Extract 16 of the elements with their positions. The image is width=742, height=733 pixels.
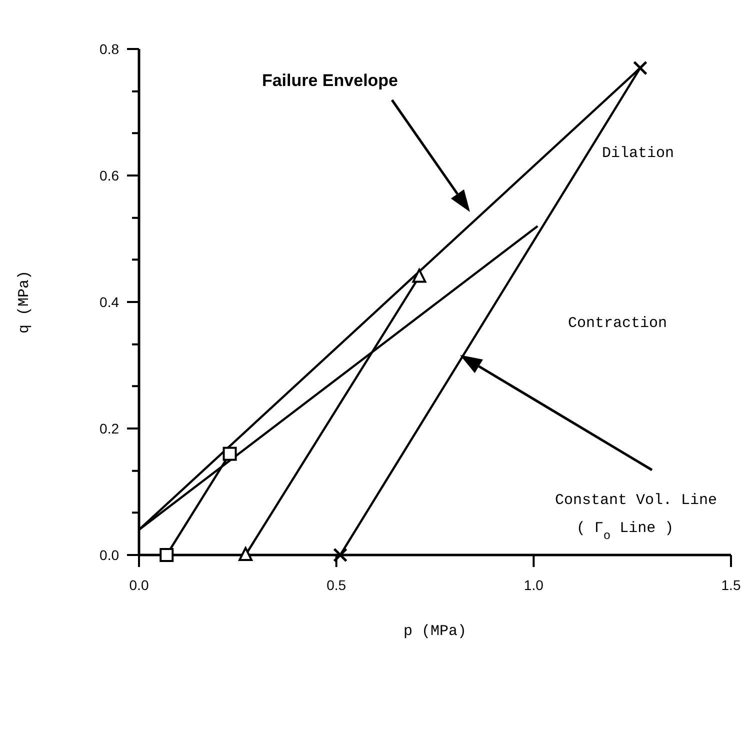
x-axis-title: p (MPa) — [403, 623, 467, 640]
annotation: Contraction — [568, 315, 668, 332]
annotation: Failure Envelope — [262, 71, 398, 90]
y-tick-label: 0.8 — [100, 40, 120, 57]
y-tick-label: 0.0 — [100, 546, 120, 563]
y-tick-label: 0.4 — [100, 294, 120, 310]
y-tick-label: 0.6 — [100, 167, 120, 184]
annotation: Constant Vol. Line — [554, 492, 718, 509]
y-axis-title: q (MPa) — [16, 270, 33, 334]
x-tick-label: 0.5 — [326, 577, 346, 593]
annotation: Dilation — [602, 145, 674, 162]
x-tick-label: 0.0 — [129, 577, 149, 593]
annotation: ( Γ$_{o}$ Line ) — [576, 520, 674, 543]
x-tick-label: 1.5 — [721, 577, 741, 593]
y-tick-label: 0.2 — [100, 420, 120, 436]
x-tick-label: 1.0 — [524, 577, 544, 593]
